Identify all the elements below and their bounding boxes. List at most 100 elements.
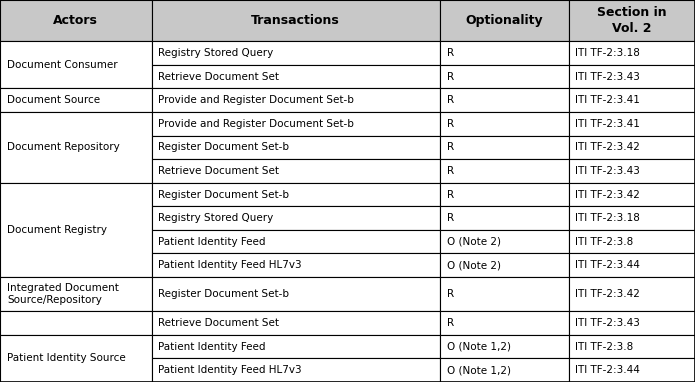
Text: Registry Stored Query: Registry Stored Query [158,48,274,58]
Bar [569,206,695,230]
Text: Register Document Set-b: Register Document Set-b [158,142,289,152]
Text: R: R [447,71,454,82]
Bar [440,136,569,159]
Text: Retrieve Document Set: Retrieve Document Set [158,71,279,82]
Text: Document Repository: Document Repository [7,142,120,152]
Bar [569,65,695,88]
Text: Retrieve Document Set: Retrieve Document Set [158,318,279,328]
Bar [0,311,152,335]
Bar [152,112,440,136]
Bar [440,112,569,136]
Text: Integrated Document
Source/Repository: Integrated Document Source/Repository [7,283,119,305]
Bar [440,65,569,88]
Text: R: R [447,289,454,299]
Text: Document Consumer: Document Consumer [7,60,117,70]
Text: Provide and Register Document Set-b: Provide and Register Document Set-b [158,119,354,129]
Bar [152,254,440,277]
Text: R: R [447,189,454,199]
Text: ITI TF-2:3.43: ITI TF-2:3.43 [575,318,640,328]
Bar [0,335,152,382]
Text: Provide and Register Document Set-b: Provide and Register Document Set-b [158,95,354,105]
Bar [152,183,440,206]
Text: ITI TF-2:3.42: ITI TF-2:3.42 [575,289,640,299]
Bar [152,277,440,311]
Bar [440,254,569,277]
Bar [440,230,569,254]
Text: R: R [447,119,454,129]
Bar [440,159,569,183]
Text: Document Registry: Document Registry [7,225,107,235]
Bar [152,136,440,159]
Bar [440,183,569,206]
Text: Patient Identity Source: Patient Identity Source [7,353,126,363]
Bar [569,335,695,358]
Bar [569,136,695,159]
Text: ITI TF-2:3.44: ITI TF-2:3.44 [575,260,640,270]
Bar [440,88,569,112]
Text: O (Note 1,2): O (Note 1,2) [447,342,511,352]
Text: R: R [447,318,454,328]
Bar [0,88,152,112]
Bar [569,112,695,136]
Bar [569,254,695,277]
Bar [569,277,695,311]
Bar [440,0,569,41]
Bar [569,230,695,254]
Text: Register Document Set-b: Register Document Set-b [158,289,289,299]
Text: R: R [447,213,454,223]
Bar [152,358,440,382]
Bar [440,277,569,311]
Bar [569,358,695,382]
Text: ITI TF-2:3.44: ITI TF-2:3.44 [575,365,640,375]
Bar [0,0,152,41]
Text: R: R [447,166,454,176]
Text: O (Note 2): O (Note 2) [447,260,501,270]
Bar [152,65,440,88]
Bar [0,112,152,183]
Bar [569,88,695,112]
Text: ITI TF-2:3.43: ITI TF-2:3.43 [575,166,640,176]
Text: Patient Identity Feed HL7v3: Patient Identity Feed HL7v3 [158,260,302,270]
Bar [569,183,695,206]
Bar [440,311,569,335]
Text: Optionality: Optionality [466,14,543,27]
Bar [569,311,695,335]
Text: Patient Identity Feed HL7v3: Patient Identity Feed HL7v3 [158,365,302,375]
Text: R: R [447,95,454,105]
Bar [152,159,440,183]
Text: Patient Identity Feed: Patient Identity Feed [158,342,266,352]
Text: Register Document Set-b: Register Document Set-b [158,189,289,199]
Text: ITI TF-2:3.8: ITI TF-2:3.8 [575,237,634,247]
Bar [0,41,152,88]
Bar [0,277,152,311]
Text: Section in
Vol. 2: Section in Vol. 2 [597,6,667,35]
Bar [569,41,695,65]
Text: Document Source: Document Source [7,95,100,105]
Text: ITI TF-2:3.18: ITI TF-2:3.18 [575,48,640,58]
Text: Registry Stored Query: Registry Stored Query [158,213,274,223]
Bar [152,0,440,41]
Bar [440,206,569,230]
Bar [569,159,695,183]
Text: ITI TF-2:3.18: ITI TF-2:3.18 [575,213,640,223]
Text: ITI TF-2:3.8: ITI TF-2:3.8 [575,342,634,352]
Bar [152,206,440,230]
Text: R: R [447,48,454,58]
Bar [152,88,440,112]
Bar [569,0,695,41]
Text: Patient Identity Feed: Patient Identity Feed [158,237,266,247]
Text: O (Note 1,2): O (Note 1,2) [447,365,511,375]
Bar [152,41,440,65]
Bar [152,311,440,335]
Text: ITI TF-2:3.42: ITI TF-2:3.42 [575,142,640,152]
Text: O (Note 2): O (Note 2) [447,237,501,247]
Bar [440,335,569,358]
Text: ITI TF-2:3.43: ITI TF-2:3.43 [575,71,640,82]
Text: ITI TF-2:3.41: ITI TF-2:3.41 [575,119,640,129]
Text: R: R [447,142,454,152]
Text: ITI TF-2:3.41: ITI TF-2:3.41 [575,95,640,105]
Bar [440,41,569,65]
Bar [0,183,152,277]
Bar [152,230,440,254]
Text: Transactions: Transactions [252,14,340,27]
